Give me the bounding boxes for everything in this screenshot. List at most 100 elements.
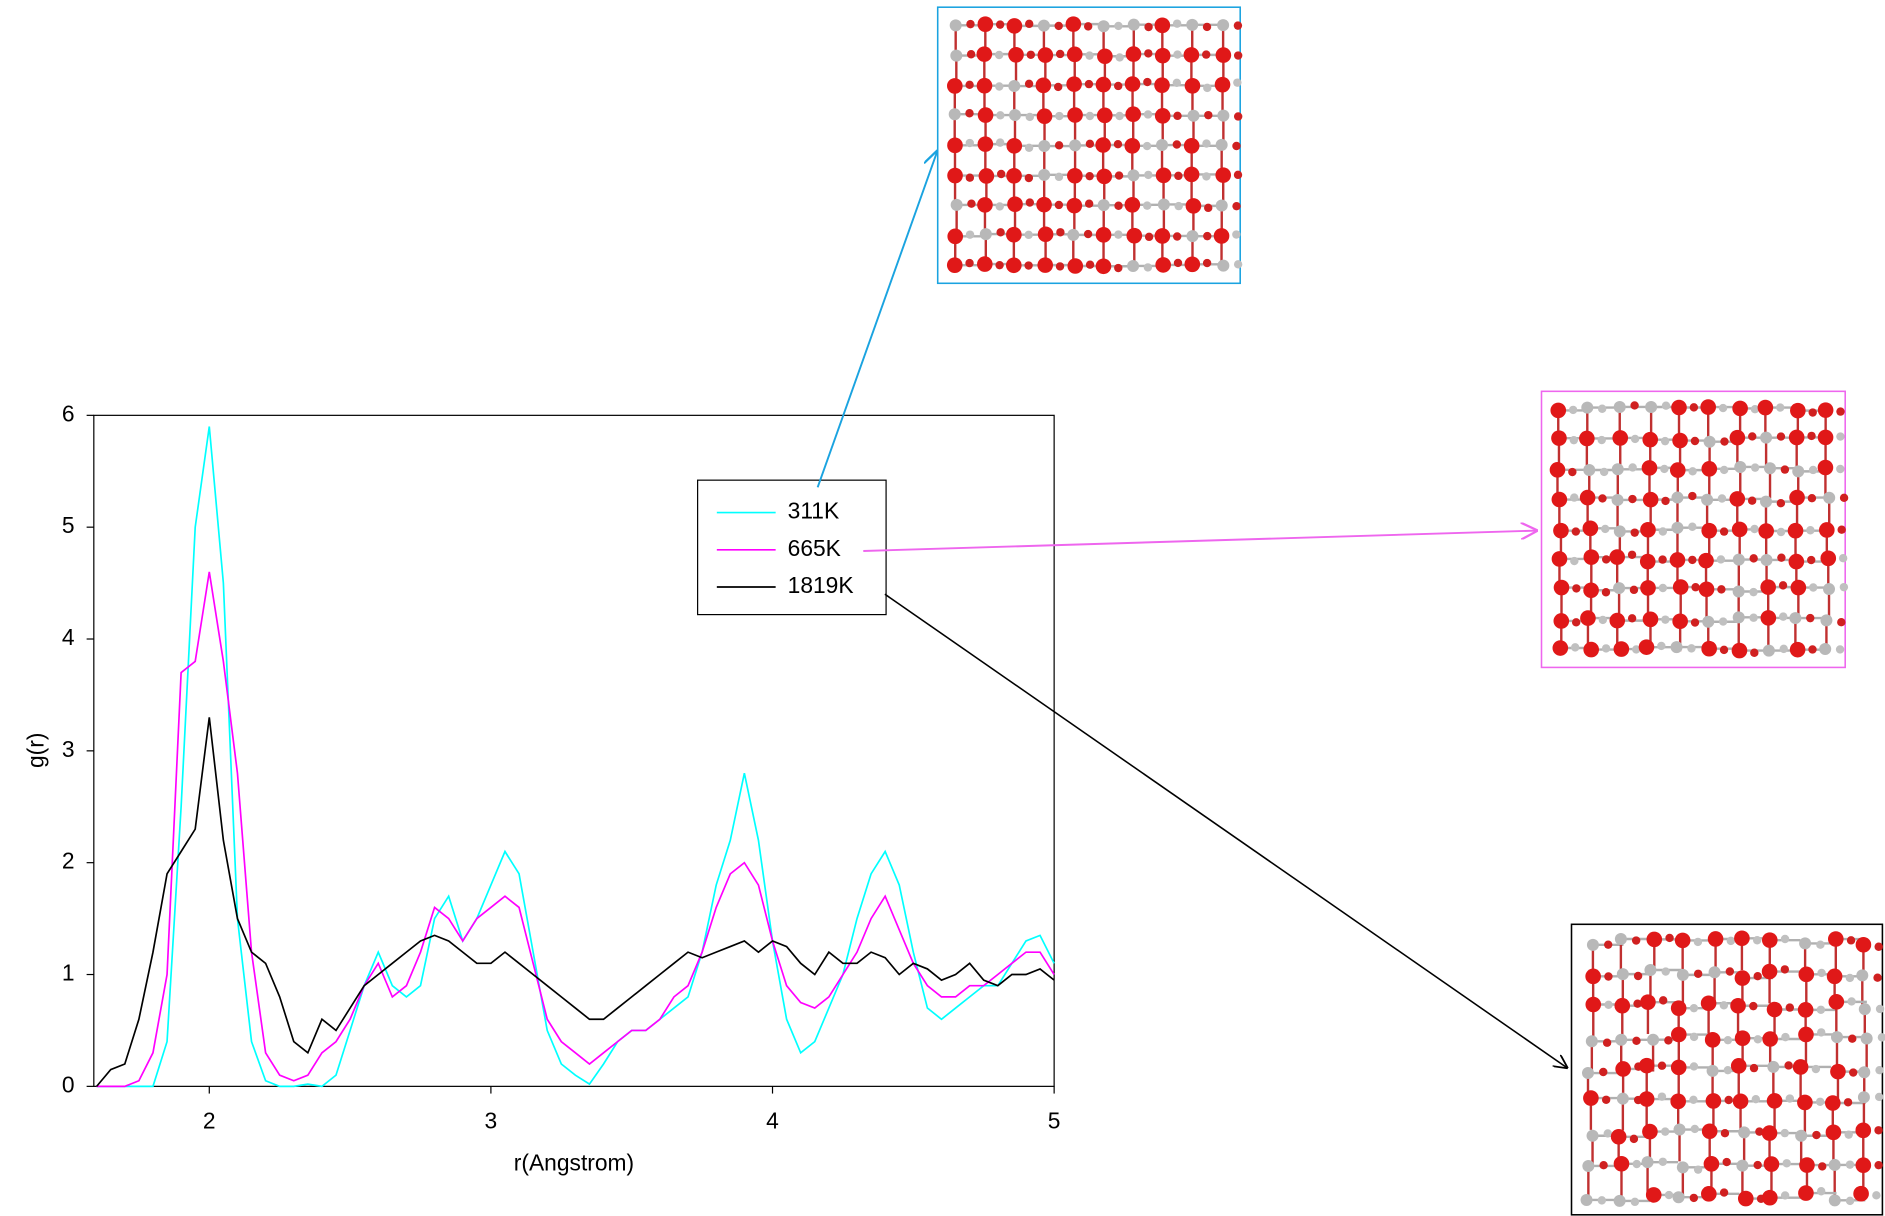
atom [977, 256, 993, 272]
atom [1665, 1191, 1673, 1199]
arrow [863, 531, 1538, 551]
atom [996, 202, 1004, 210]
atom [1173, 140, 1181, 148]
atom [1067, 198, 1083, 214]
atom [1581, 402, 1593, 414]
atom [1849, 1068, 1857, 1076]
atom [1732, 522, 1748, 538]
atom [1847, 936, 1855, 944]
atom [1858, 1066, 1870, 1078]
atom [965, 109, 973, 117]
atom [997, 170, 1005, 178]
atom [1007, 196, 1023, 212]
atom [1836, 465, 1844, 473]
atom [1820, 550, 1836, 566]
atom [1155, 18, 1171, 34]
atom [1690, 1194, 1698, 1202]
atom [995, 261, 1003, 269]
atom [1671, 522, 1683, 534]
atom [1829, 994, 1845, 1010]
atom [1702, 1123, 1718, 1139]
atom [1671, 400, 1687, 416]
atom [1069, 139, 1081, 151]
atom [1024, 261, 1032, 269]
atom [1690, 1033, 1698, 1041]
atom [1643, 611, 1659, 627]
atom [1797, 1095, 1813, 1111]
atom [1617, 1093, 1629, 1105]
atom [1025, 144, 1033, 152]
atom [1552, 551, 1568, 567]
atom [1006, 138, 1022, 154]
series-line [97, 717, 1054, 1086]
atom [1127, 260, 1139, 272]
atom [1784, 1061, 1792, 1069]
atom [1749, 614, 1757, 622]
atom [1155, 228, 1171, 244]
atom [1779, 581, 1787, 589]
atom [1602, 555, 1610, 563]
atom [1735, 970, 1751, 986]
atom [1661, 437, 1669, 445]
x-tick-label: 5 [1048, 1107, 1061, 1133]
atom [1798, 1027, 1814, 1043]
atom [966, 20, 974, 28]
atom [1807, 556, 1815, 564]
atom [1550, 403, 1566, 419]
atom [1875, 1093, 1883, 1101]
atom [1234, 260, 1242, 268]
atom [1705, 1032, 1721, 1048]
atom [1762, 964, 1778, 980]
atom [1186, 19, 1198, 31]
atom [947, 229, 963, 245]
atom [1006, 227, 1022, 243]
atom [1038, 20, 1050, 32]
atom [1677, 969, 1689, 981]
atom [1661, 1127, 1669, 1135]
atom [1665, 934, 1673, 942]
y-tick-label: 2 [62, 848, 75, 874]
atom [1795, 1130, 1807, 1142]
atom [1673, 579, 1689, 595]
atom [1232, 230, 1240, 238]
atom [1659, 996, 1667, 1004]
atom [1026, 198, 1034, 206]
atom [1570, 493, 1578, 501]
atom [1848, 1034, 1856, 1042]
atom [1748, 432, 1756, 440]
atom [1758, 400, 1774, 416]
atom [1025, 80, 1033, 88]
atom [1632, 936, 1640, 944]
atom [1672, 613, 1688, 629]
atom [1717, 555, 1725, 563]
atom [1733, 586, 1745, 598]
atom [1598, 494, 1606, 502]
atom [1855, 1123, 1871, 1139]
atom [996, 111, 1004, 119]
atom [1174, 202, 1182, 210]
legend-label: 311K [788, 498, 840, 524]
atom [1750, 649, 1758, 657]
atom [1585, 997, 1601, 1013]
atom [1760, 579, 1776, 595]
atom [1767, 1002, 1783, 1018]
atom [1717, 585, 1725, 593]
atom [1024, 231, 1032, 239]
atom [1817, 1006, 1825, 1014]
atom [1086, 112, 1094, 120]
atom [1672, 433, 1688, 449]
atom [1799, 1157, 1815, 1173]
atom [1790, 403, 1806, 419]
atom [1009, 109, 1021, 121]
atom [1836, 645, 1844, 653]
atom [1114, 22, 1122, 30]
atom [1025, 174, 1033, 182]
atom [1691, 437, 1699, 445]
atom [947, 257, 963, 273]
atom [1125, 106, 1141, 122]
atom [978, 16, 994, 32]
atom [1647, 1034, 1659, 1046]
atom [1642, 460, 1658, 476]
atom [1691, 583, 1699, 591]
atom [1671, 1000, 1687, 1016]
